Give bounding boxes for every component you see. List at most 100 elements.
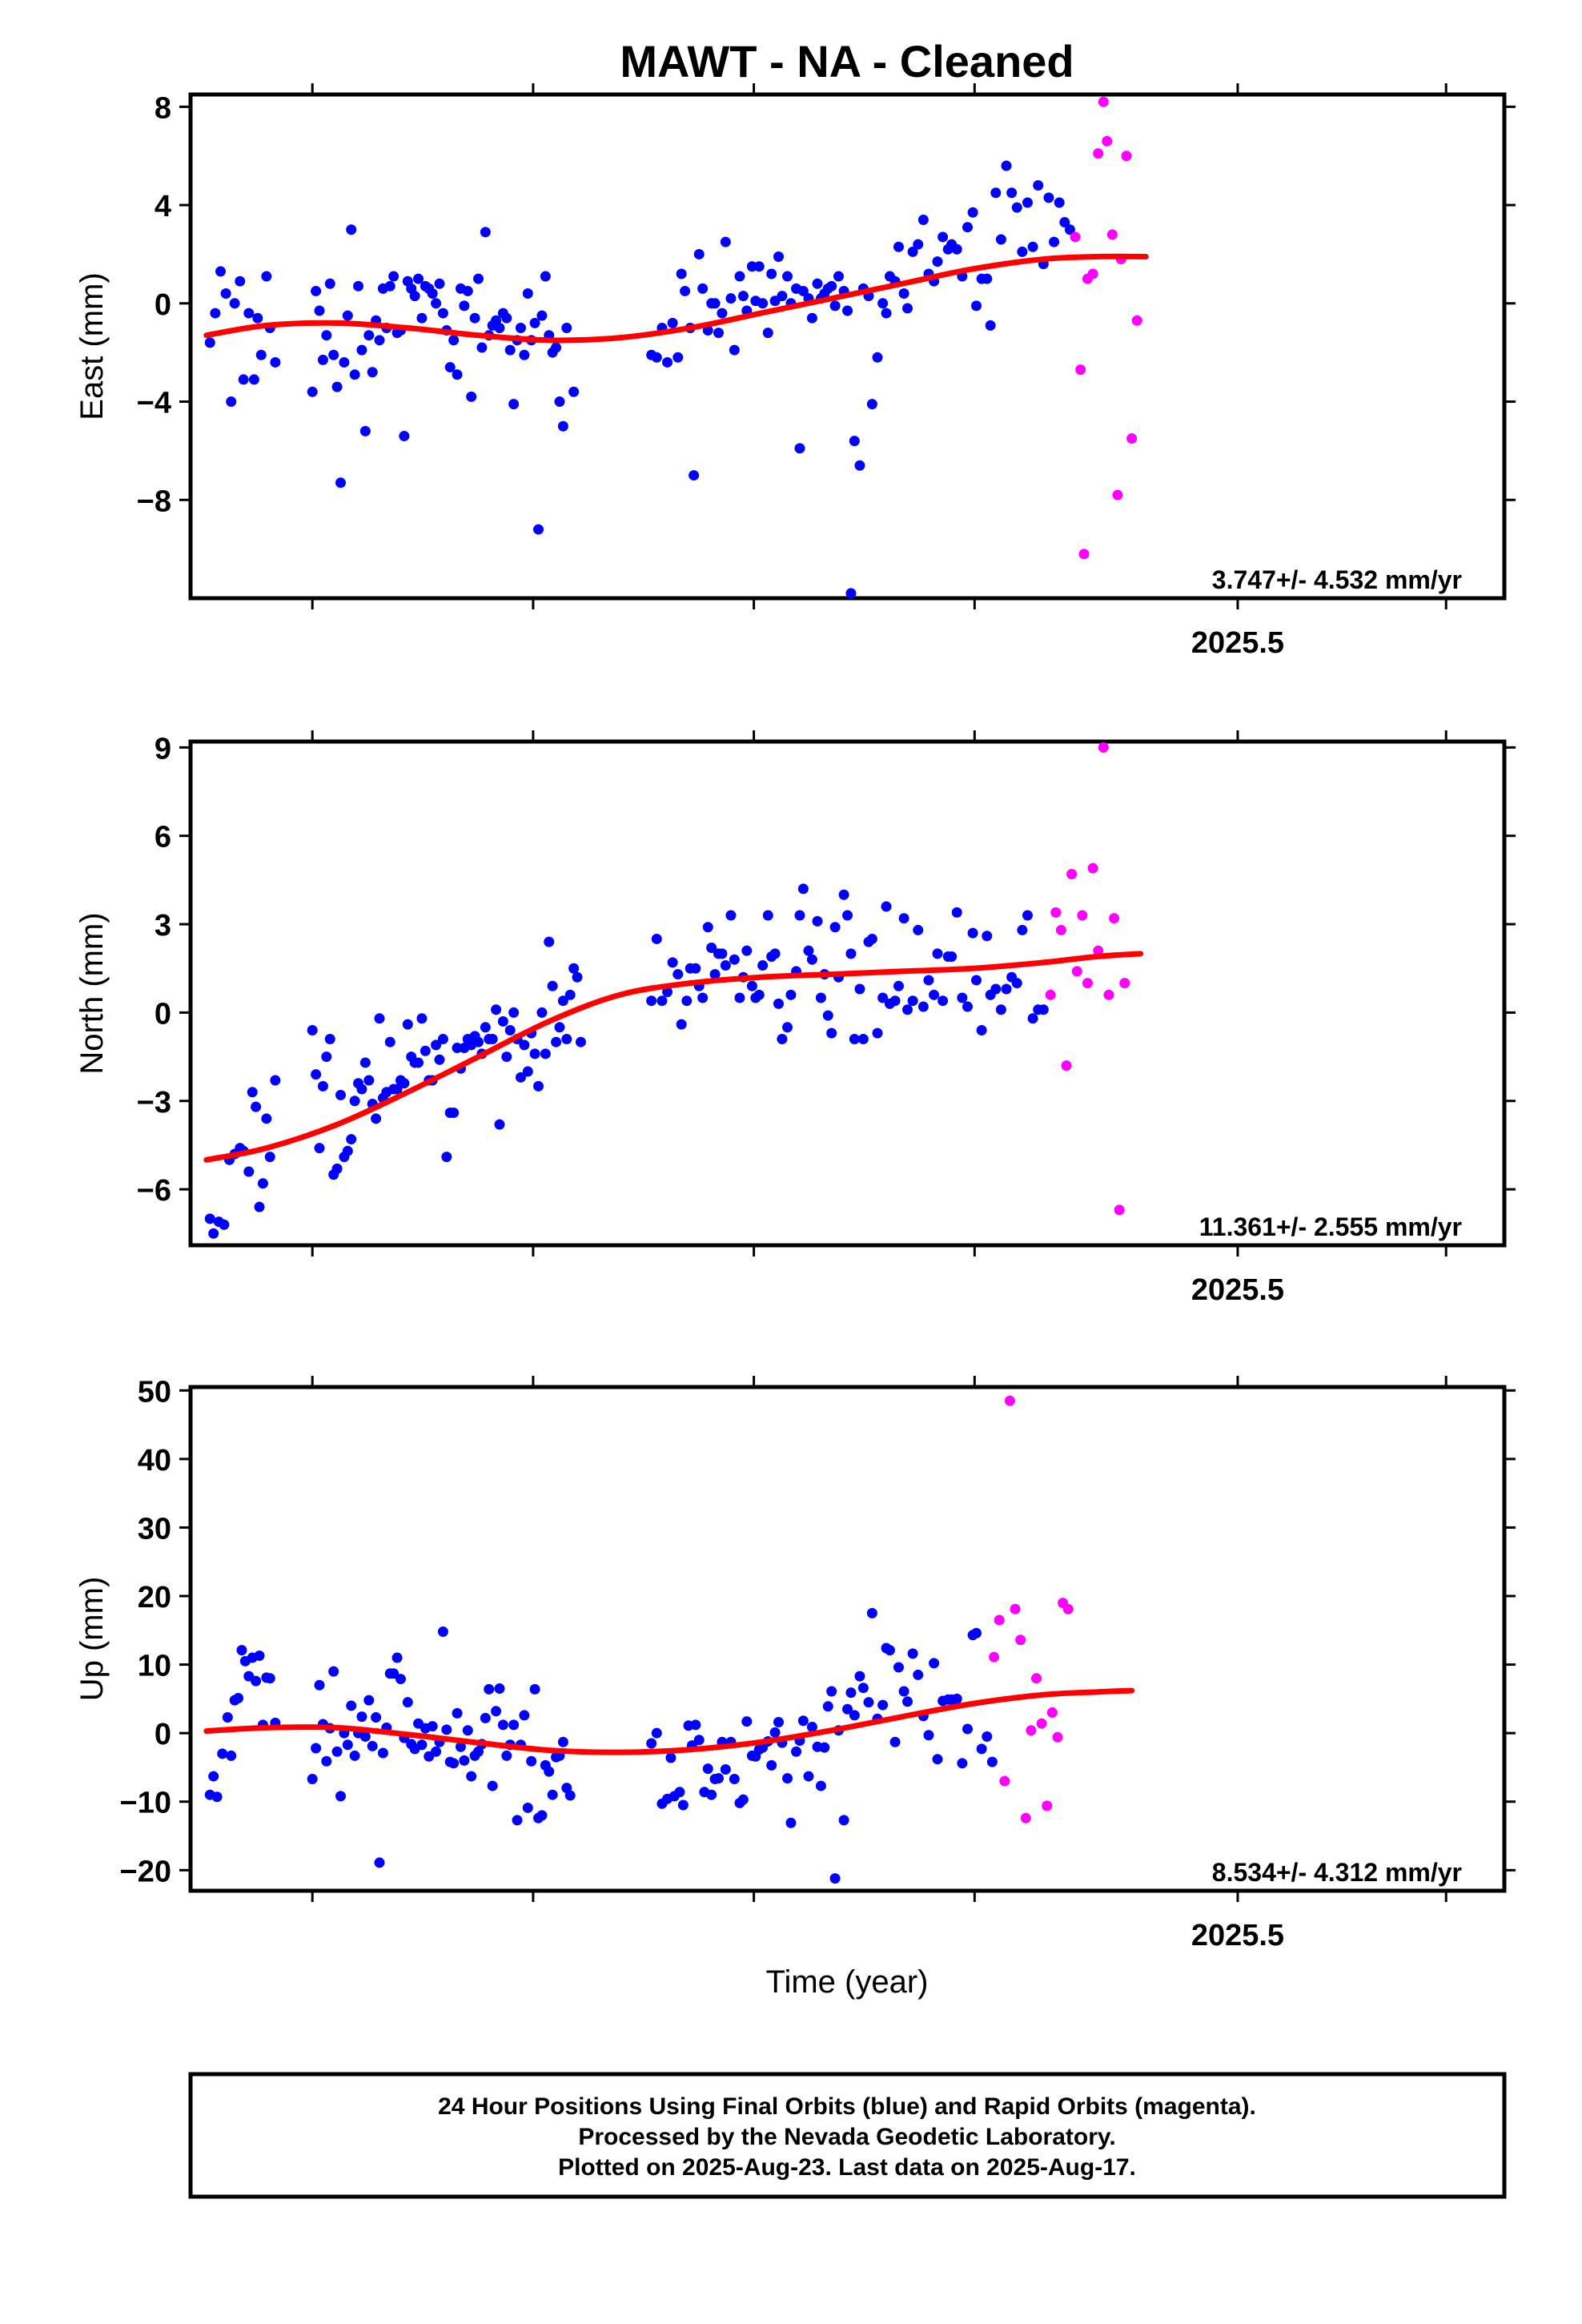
- north-data-point: [551, 1036, 562, 1047]
- north-data-point: [662, 987, 673, 998]
- up-data-point: [646, 1738, 657, 1749]
- north-data-point: [881, 901, 892, 912]
- east-data-point: [1022, 197, 1033, 208]
- north-data-point: [838, 889, 849, 900]
- east-data-point: [261, 271, 272, 282]
- north-data-point: [1011, 978, 1022, 989]
- north-data-point: [363, 1075, 375, 1086]
- east-data-point: [519, 349, 530, 360]
- footer-box: 24 Hour Positions Using Final Orbits (bl…: [188, 2072, 1507, 2199]
- up-data-point: [773, 1716, 784, 1727]
- north-data-point: [656, 995, 668, 1007]
- up-data-point: [487, 1780, 498, 1791]
- east-data-point: [504, 344, 516, 356]
- north-data-point: [335, 1089, 346, 1100]
- east-data-point: [1001, 160, 1012, 171]
- up-data-point: [797, 1715, 809, 1727]
- east-data-point: [913, 239, 924, 250]
- up-y-axis-label: Up (mm): [74, 1577, 110, 1702]
- north-data-point: [777, 1034, 788, 1045]
- east-data-point: [812, 278, 823, 289]
- east-data-point: [522, 288, 533, 300]
- north-data-point: [1109, 913, 1120, 924]
- east-data-point: [842, 305, 853, 316]
- east-data-point: [434, 278, 445, 289]
- north-data-point: [857, 1034, 869, 1045]
- north-data-point: [572, 971, 583, 983]
- up-data-point: [491, 1706, 502, 1717]
- north-data-point: [1103, 989, 1114, 1000]
- up-data-point: [884, 1645, 895, 1656]
- north-data-point: [971, 975, 982, 986]
- up-data-point: [466, 1771, 477, 1782]
- north-data-point: [264, 1152, 275, 1163]
- north-data-point: [913, 924, 924, 935]
- east-data-point: [220, 288, 231, 300]
- north-data-point: [1038, 1004, 1049, 1015]
- north-data-point: [416, 1013, 428, 1024]
- north-data-point: [646, 995, 657, 1007]
- east-plot-frame: [188, 92, 1507, 601]
- east-data-point: [557, 420, 568, 432]
- north-data-point: [1071, 966, 1082, 977]
- east-data-point: [210, 308, 221, 319]
- up-data-point: [391, 1652, 403, 1663]
- north-data-point: [257, 1178, 268, 1189]
- east-data-point: [466, 391, 477, 402]
- north-ytick-label: 3: [155, 909, 171, 943]
- up-data-point: [962, 1723, 973, 1735]
- east-data-point: [1064, 224, 1075, 235]
- east-ytick-label: 8: [155, 91, 171, 125]
- up-ytick-label: 10: [138, 1650, 171, 1683]
- north-data-point: [812, 915, 823, 927]
- north-data-point: [331, 1163, 343, 1174]
- north-data-point: [342, 1145, 353, 1156]
- north-data-point: [729, 954, 740, 965]
- north-data-point: [1093, 945, 1104, 956]
- north-data-point: [769, 948, 781, 959]
- north-data-point: [946, 951, 958, 963]
- east-data-point: [229, 298, 240, 309]
- up-data-point: [529, 1683, 540, 1695]
- up-data-point: [838, 1815, 849, 1826]
- north-data-point: [247, 1087, 258, 1098]
- up-data-point: [819, 1742, 830, 1753]
- up-data-point: [437, 1626, 448, 1638]
- north-data-point: [681, 995, 693, 1007]
- east-data-point: [363, 330, 375, 341]
- east-data-point: [917, 214, 929, 225]
- east-data-point: [215, 266, 226, 277]
- footer-line-3: Plotted on 2025-Aug-23. Last data on 202…: [558, 2154, 1136, 2181]
- north-data-point: [399, 1078, 410, 1089]
- north-data-point: [402, 1019, 413, 1030]
- up-data-point: [923, 1730, 934, 1741]
- east-data-point: [720, 236, 731, 247]
- up-data-point: [713, 1773, 724, 1784]
- footer-frame: [188, 2072, 1507, 2199]
- east-data-point: [737, 291, 749, 302]
- up-data-point: [501, 1750, 512, 1761]
- north-data-point: [1098, 742, 1109, 753]
- east-data-point: [255, 349, 267, 360]
- east-y-axis-label: East (mm): [74, 272, 110, 420]
- east-data-point: [1098, 96, 1109, 107]
- east-data-point: [893, 241, 904, 252]
- east-data-point: [367, 367, 378, 378]
- up-data-point: [536, 1810, 548, 1821]
- north-data-point: [806, 954, 817, 965]
- north-data-point: [561, 1034, 572, 1045]
- north-data-point: [254, 1201, 265, 1212]
- north-data-point: [746, 980, 757, 991]
- east-data-point: [753, 261, 765, 272]
- east-data-point: [777, 291, 788, 302]
- east-data-point: [662, 356, 673, 368]
- north-data-point: [717, 948, 728, 959]
- north-data-point: [826, 1027, 837, 1039]
- north-data-point: [544, 936, 555, 947]
- north-data-point: [842, 910, 853, 921]
- up-data-point: [982, 1731, 993, 1742]
- north-data-point: [673, 969, 684, 980]
- up-data-point: [1046, 1707, 1058, 1718]
- east-data-point: [673, 352, 684, 363]
- east-data-point: [533, 524, 544, 535]
